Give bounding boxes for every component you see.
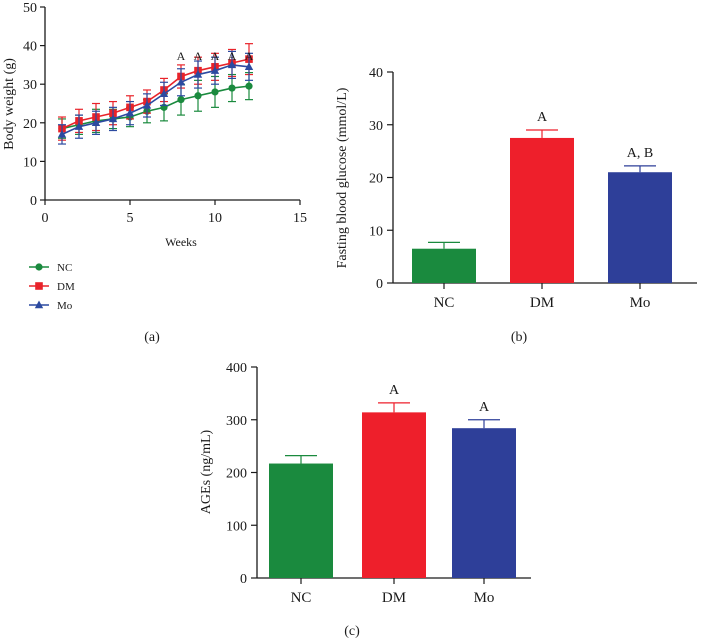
data-point (125, 108, 135, 117)
x-tick-label: Mo (474, 590, 495, 606)
y-axis-label: Body weight (g) (2, 58, 17, 150)
data-point (244, 62, 254, 71)
y-tick-label: 20 (23, 117, 37, 132)
bar (269, 463, 333, 578)
data-point (177, 96, 185, 104)
y-tick-label: 30 (369, 119, 383, 134)
bar-group-mo: Mo A (452, 400, 516, 606)
bar (510, 137, 574, 283)
significance-label: A (479, 400, 490, 415)
data-point (91, 118, 101, 126)
y-tick-label: 40 (369, 66, 383, 81)
ages-bar-chart: 0 100 200 300 400 AGEs (ng/mL) NC DM A Mo A (c) (199, 361, 531, 639)
y-tick-label: 0 (376, 277, 383, 292)
x-tick-label: NC (434, 295, 455, 311)
x-tick-label: Mo (630, 295, 651, 311)
bar-group-nc: NC (269, 455, 333, 606)
data-point (57, 129, 67, 138)
data-point (108, 114, 118, 123)
legend-item-dm: DM (29, 281, 75, 293)
data-point (245, 82, 253, 90)
bar-group-mo: Mo A, B (608, 146, 672, 311)
data-point (227, 60, 237, 69)
y-tick-label: 10 (23, 155, 37, 170)
bar (362, 412, 426, 578)
x-tick-label: DM (530, 295, 554, 311)
significance-label: A (228, 49, 237, 63)
x-tick-label: 5 (127, 211, 134, 226)
y-axis-label: AGEs (ng/mL) (199, 429, 214, 514)
y-tick-label: 50 (23, 1, 37, 16)
data-point (211, 88, 219, 96)
significance-label: A, B (627, 146, 653, 161)
series-mo (57, 50, 254, 145)
series-nc (58, 72, 253, 139)
y-tick-label: 400 (226, 361, 247, 376)
legend-label: Mo (57, 300, 73, 312)
series-line (61, 64, 250, 136)
y-tick-label: 100 (226, 519, 247, 534)
legend-item-nc: NC (29, 262, 72, 274)
y-axis-label: Fasting blood glucose (mmol/L) (335, 87, 350, 268)
bar (412, 248, 476, 283)
data-point (210, 66, 220, 74)
significance-label: A (211, 49, 220, 63)
legend-marker (34, 300, 44, 309)
x-tick-label: NC (291, 590, 312, 606)
y-tick-label: 0 (30, 194, 37, 209)
y-tick-label: 300 (226, 414, 247, 429)
bar (452, 428, 516, 578)
data-point (176, 77, 186, 86)
data-point (193, 70, 203, 78)
y-tick-label: 40 (23, 40, 37, 55)
legend-item-mo: Mo (29, 300, 73, 312)
panel-label-b: (b) (511, 330, 528, 345)
legend-marker (35, 263, 43, 271)
x-tick-label: 15 (293, 211, 307, 226)
y-tick-label: 200 (226, 467, 247, 482)
significance-label: A (177, 49, 186, 63)
data-point (228, 84, 236, 92)
significance-label: A (194, 49, 203, 63)
y-tick-label: 20 (369, 172, 383, 187)
y-tick-label: 30 (23, 78, 37, 93)
x-tick-label: 0 (42, 211, 49, 226)
significance-label: A (537, 110, 548, 125)
series-dm (58, 43, 253, 141)
y-tick-label: 10 (369, 224, 383, 239)
bar (608, 172, 672, 283)
data-point (142, 100, 152, 109)
fasting-glucose-bar-chart: 0 10 20 30 40 Fasting blood glucose (mmol/L)… (335, 66, 697, 345)
x-axis-label: Weeks (165, 235, 197, 249)
bar-group-dm: DM A (362, 383, 426, 606)
series-line (61, 85, 250, 130)
legend: NC DM Mo (29, 262, 75, 312)
data-point (194, 92, 202, 100)
bar-group-nc: NC (412, 241, 476, 311)
x-tick-label: 10 (208, 211, 222, 226)
bar-group-dm: DM A (510, 110, 574, 311)
legend-marker (35, 282, 43, 290)
y-tick-label: 0 (240, 572, 247, 587)
panel-label-a: (a) (144, 330, 160, 345)
series-line (61, 58, 250, 130)
significance-label: A (245, 49, 254, 63)
panel-label-c: (c) (344, 624, 360, 639)
legend-label: NC (57, 262, 72, 274)
x-tick-label: DM (382, 590, 406, 606)
legend-label: DM (57, 281, 75, 293)
data-point (159, 89, 169, 98)
data-point (74, 122, 84, 130)
significance-label: A (389, 383, 400, 398)
